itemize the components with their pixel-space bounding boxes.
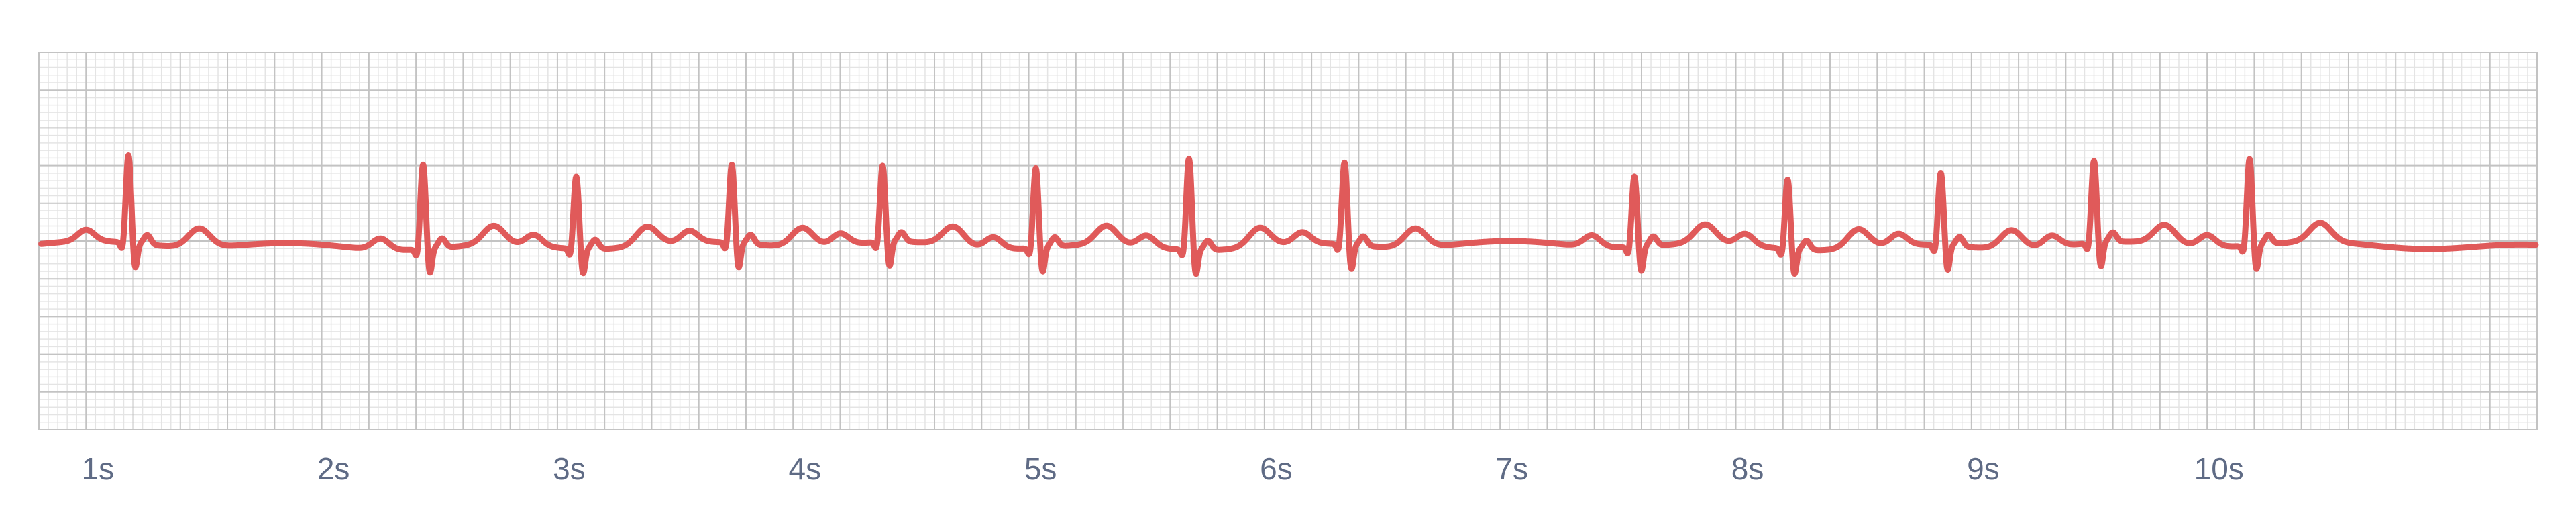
x-tick-label: 2s: [317, 451, 350, 486]
x-tick-label: 1s: [82, 451, 115, 486]
x-tick-label: 3s: [553, 451, 586, 486]
x-tick-label: 6s: [1260, 451, 1293, 486]
x-tick-label: 4s: [788, 451, 821, 486]
x-tick-label: 9s: [1967, 451, 2000, 486]
x-tick-label: 5s: [1024, 451, 1057, 486]
x-axis-ticks: 1s 2s 3s 4s 5s 6s 7s 8s 9s 10s: [82, 451, 2244, 486]
x-tick-label: 10s: [2194, 451, 2244, 486]
ecg-series-line: [38, 152, 2539, 277]
grid-minor: [39, 52, 2537, 430]
x-tick-label: 7s: [1495, 451, 1528, 486]
x-tick-label: 8s: [1731, 451, 1764, 486]
